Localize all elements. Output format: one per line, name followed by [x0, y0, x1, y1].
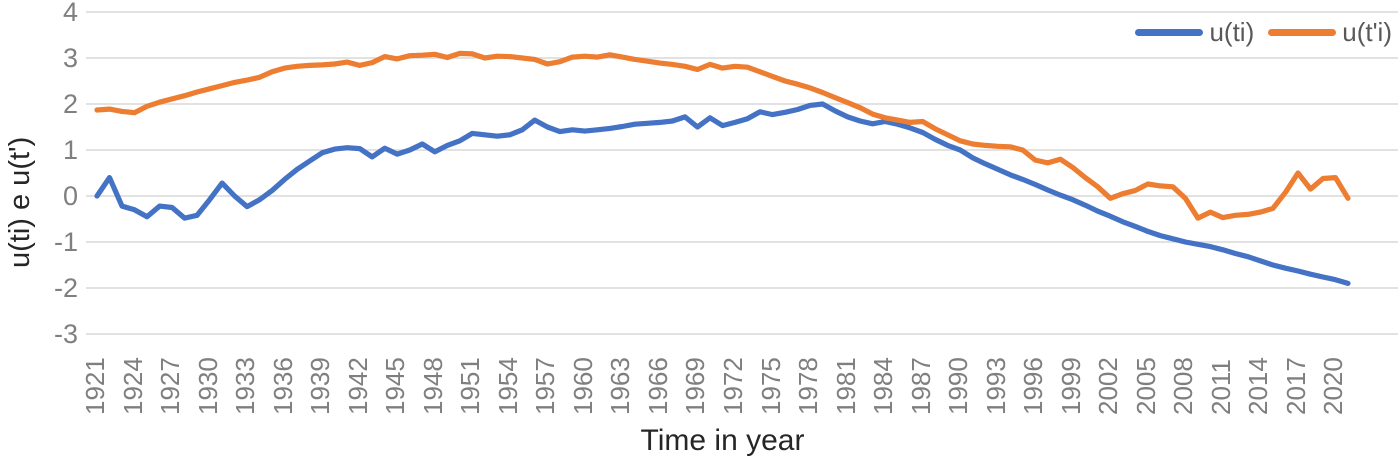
x-tick-label-1942: 1942: [342, 357, 373, 415]
x-tick-label-1957: 1957: [530, 357, 561, 415]
x-tick-label-1939: 1939: [305, 357, 336, 415]
x-tick-label-1936: 1936: [267, 357, 298, 415]
x-tick-label-1966: 1966: [642, 357, 673, 415]
x-tick-label-1948: 1948: [417, 357, 448, 415]
x-tick-label-2014: 2014: [1243, 357, 1274, 415]
x-tick-label-1975: 1975: [755, 357, 786, 415]
y-tick-label--1: -1: [53, 227, 78, 257]
x-tick-label-1972: 1972: [718, 357, 748, 415]
x-tick-label-1927: 1927: [155, 357, 186, 415]
x-tick-label-1945: 1945: [380, 357, 411, 415]
y-tick-label--2: -2: [53, 273, 78, 303]
y-tick-label-1: 1: [62, 135, 78, 165]
x-tick-label-1924: 1924: [117, 357, 148, 415]
series-line-uti: [94, 101, 1351, 286]
x-tick-label-1954: 1954: [492, 357, 523, 415]
x-tick-label-1981: 1981: [830, 357, 861, 415]
x-tick-label-2011: 2011: [1205, 359, 1236, 415]
x-tick-label-1984: 1984: [868, 357, 899, 415]
x-tick-label-2008: 2008: [1168, 357, 1199, 415]
legend-swatch-uti: [1135, 29, 1204, 36]
x-tick-label-1993: 1993: [980, 357, 1011, 415]
y-axis-title: u(ti) e u(t'): [4, 136, 36, 268]
x-tick-label-1978: 1978: [793, 357, 824, 415]
x-tick-label-1963: 1963: [605, 357, 636, 415]
legend-item-uti: u(ti): [1135, 17, 1254, 48]
y-tick-label-2: 2: [62, 89, 78, 119]
legend-label-uti: u(ti): [1209, 17, 1255, 47]
gridlines: [86, 11, 1398, 335]
x-tick-label-1933: 1933: [230, 357, 261, 415]
x-tick-label-2005: 2005: [1130, 357, 1161, 415]
x-tick-label-2002: 2002: [1093, 357, 1124, 415]
y-tick-label-0: 0: [62, 181, 78, 211]
x-tick-label-1969: 1969: [680, 357, 711, 415]
x-axis-title: Time in year: [640, 424, 805, 457]
x-tick-label-1987: 1987: [905, 357, 936, 415]
x-tick-label-2017: 2017: [1280, 357, 1311, 415]
x-tick-label-1921: 1921: [80, 357, 110, 415]
legend-swatch-uti-prime: [1268, 29, 1337, 36]
x-tick-label-1960: 1960: [567, 357, 598, 415]
x-tick-label-1990: 1990: [943, 357, 974, 415]
x-tick-label-1951: 1951: [455, 357, 486, 415]
y-tick-label-4: 4: [62, 0, 78, 27]
legend-label-uti-prime: u(t'i): [1342, 17, 1392, 47]
x-tick-label-1999: 1999: [1055, 357, 1086, 415]
legend-item-uti-prime: u(t'i): [1268, 17, 1392, 48]
legend: u(ti) u(t'i): [1135, 17, 1392, 48]
y-tick-label--3: -3: [53, 319, 78, 349]
series-line-uti-prime: [94, 50, 1351, 221]
x-tick-label-1930: 1930: [192, 357, 223, 415]
y-tick-label-3: 3: [62, 43, 78, 73]
series-lines: [94, 50, 1351, 286]
x-tick-label-2020: 2020: [1318, 357, 1349, 415]
x-tick-label-1996: 1996: [1018, 357, 1049, 415]
